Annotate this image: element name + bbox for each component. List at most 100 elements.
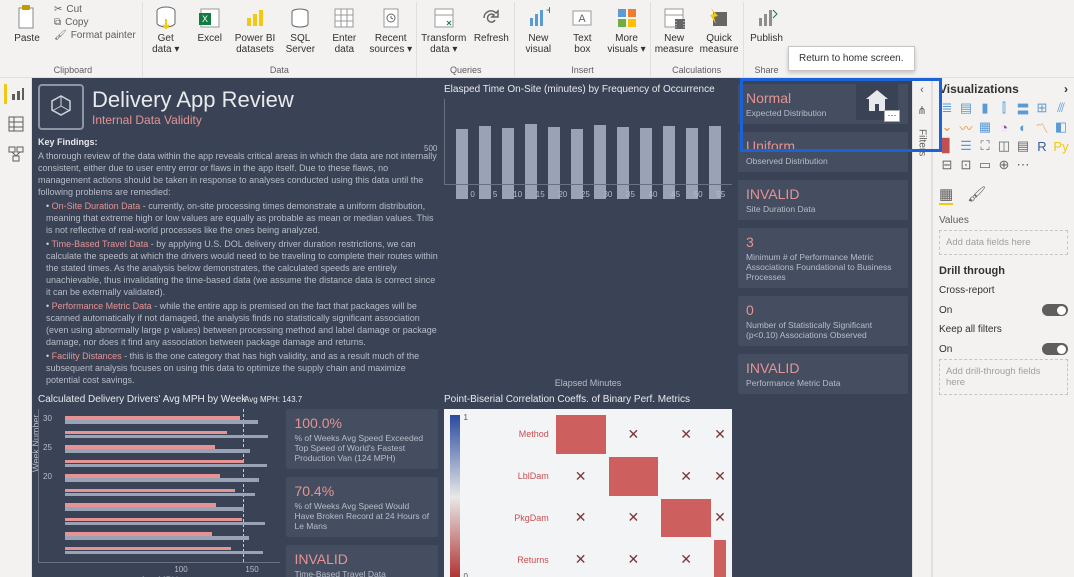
- bar: [548, 127, 560, 199]
- format-tab[interactable]: 🖌: [967, 185, 986, 205]
- data-view-tab[interactable]: [6, 114, 26, 134]
- transform-data-button[interactable]: Transform data ▾: [419, 2, 468, 60]
- keep-filters-toggle[interactable]: [1042, 343, 1068, 355]
- viz-type-icon[interactable]: ≣: [939, 100, 955, 116]
- kpi-card[interactable]: INVALIDSite Duration Data: [738, 180, 908, 220]
- enter-data-button[interactable]: Enter data: [323, 2, 365, 60]
- sql-button[interactable]: SQL Server: [279, 2, 321, 60]
- elapsed-time-chart[interactable]: Elasped Time On-Site (minutes) by Freque…: [444, 84, 732, 388]
- matrix-cell: ✕: [661, 415, 711, 454]
- copy-button[interactable]: ⧉Copy: [54, 17, 136, 28]
- viz-type-icon[interactable]: Py: [1053, 138, 1069, 154]
- expand-filters-icon[interactable]: ‹: [920, 84, 924, 96]
- publish-button[interactable]: Publish: [746, 2, 788, 60]
- model-view-tab[interactable]: [6, 144, 26, 164]
- viz-type-icon[interactable]: ⊡: [958, 157, 974, 173]
- kpi-card[interactable]: INVALIDTime-Based Travel Data: [286, 545, 438, 577]
- values-well[interactable]: Add data fields here: [939, 230, 1068, 255]
- viz-type-icon[interactable]: ▊: [939, 138, 955, 154]
- viz-type-icon[interactable]: ◫: [996, 138, 1012, 154]
- hbar-row: [65, 518, 280, 526]
- matrix-cell: ✕: [556, 457, 606, 496]
- new-measure-button[interactable]: ⋮⋮New measure: [653, 2, 696, 60]
- viz-type-icon[interactable]: R: [1034, 138, 1050, 154]
- measure-icon: ⋮⋮: [660, 4, 688, 32]
- new-visual-button[interactable]: +New visual: [517, 2, 559, 60]
- viz-type-icon[interactable]: 〽: [1034, 119, 1050, 135]
- hbar-row: 25: [65, 445, 280, 453]
- bar: [686, 128, 698, 199]
- collapse-viz-icon[interactable]: ›: [1064, 82, 1068, 96]
- filters-icon[interactable]: ⋔: [917, 104, 926, 117]
- kpi-card[interactable]: 70.4%% of Weeks Avg Speed Would Have Bro…: [286, 477, 438, 537]
- fields-tab[interactable]: ▦: [939, 185, 953, 205]
- viz-type-icon[interactable]: ◧: [1053, 119, 1069, 135]
- view-tabs: [0, 78, 32, 577]
- hbar-row: [65, 431, 280, 439]
- viz-type-icon[interactable]: ⫻: [1053, 100, 1069, 116]
- viz-type-icon[interactable]: ⊕: [996, 157, 1012, 173]
- viz-type-icon[interactable]: ◐: [1015, 119, 1031, 135]
- cut-button[interactable]: ✂Cut: [54, 4, 136, 15]
- viz-title: Visualizations: [939, 82, 1019, 96]
- matrix-cell: ✕: [714, 457, 726, 496]
- bar: [640, 128, 652, 199]
- svg-text:⋮⋮: ⋮⋮: [672, 20, 686, 29]
- pbi-datasets-button[interactable]: Power BI datasets: [233, 2, 278, 60]
- brush-icon: 🖌: [54, 30, 67, 41]
- viz-type-icon[interactable]: ☰: [958, 138, 974, 154]
- textbox-icon: A: [568, 4, 596, 32]
- more-visuals-button[interactable]: More visuals ▾: [605, 2, 647, 60]
- finding-bullet: • Facility Distances - this is the one c…: [46, 350, 438, 386]
- viz-type-icon[interactable]: 〓: [1015, 100, 1031, 116]
- get-data-button[interactable]: Get data ▾: [145, 2, 187, 60]
- kpi-card[interactable]: 100.0%% of Weeks Avg Speed Exceeded Top …: [286, 409, 438, 469]
- viz-gallery: ≣▤▮⫿〓⊞⫻⌄〰▦◔◐〽◧▊☰⛶◫▤RPy⊟⊡▭⊕⋯: [939, 100, 1068, 173]
- viz-type-icon[interactable]: ⌄: [939, 119, 955, 135]
- kpi-card[interactable]: UniformObserved Distribution: [738, 132, 908, 172]
- viz-type-icon[interactable]: ▤: [958, 100, 974, 116]
- hbar-row: [65, 532, 280, 540]
- viz-type-icon[interactable]: ⊟: [939, 157, 955, 173]
- finding-bullet: • Time-Based Travel Data - by applying U…: [46, 238, 438, 298]
- ribbon-group-insert: +New visual AText box More visuals ▾ Ins…: [515, 2, 650, 77]
- report-canvas: Delivery App Review Internal Data Validi…: [32, 78, 912, 577]
- matrix-cell: ✕: [661, 457, 711, 496]
- publish-icon: [753, 4, 781, 32]
- viz-type-icon[interactable]: ⛶: [977, 138, 993, 154]
- pbi-icon: [241, 4, 269, 32]
- viz-type-icon[interactable]: ▭: [977, 157, 993, 173]
- matrix-cell: ✕: [609, 540, 659, 577]
- drillthrough-well[interactable]: Add drill-through fields here: [939, 359, 1068, 395]
- viz-type-icon[interactable]: ⋯: [1015, 157, 1031, 173]
- text-box-button[interactable]: AText box: [561, 2, 603, 60]
- finding-bullet: • Performance Metric Data - while the en…: [46, 300, 438, 348]
- quick-icon: [705, 4, 733, 32]
- viz-type-icon[interactable]: ▮: [977, 100, 993, 116]
- home-button[interactable]: [856, 82, 898, 120]
- quick-measure-button[interactable]: Quick measure: [698, 2, 741, 60]
- mph-chart[interactable]: Calculated Delivery Drivers' Avg MPH by …: [38, 394, 438, 577]
- group-label-insert: Insert: [571, 65, 594, 77]
- format-painter-button[interactable]: 🖌Format painter: [54, 30, 136, 41]
- paste-button[interactable]: Paste: [6, 2, 48, 60]
- viz-type-icon[interactable]: ⫿: [996, 100, 1012, 116]
- report-view-tab[interactable]: [4, 84, 24, 104]
- matrix-cell: ✕: [609, 415, 659, 454]
- viz-type-icon[interactable]: ◔: [996, 119, 1012, 135]
- recent-sources-button[interactable]: Recent sources ▾: [367, 2, 414, 60]
- refresh-button[interactable]: Refresh: [470, 2, 512, 60]
- excel-button[interactable]: XExcel: [189, 2, 231, 60]
- kpi-card[interactable]: 3Minimum # of Performance Metric Associa…: [738, 228, 908, 288]
- viz-type-icon[interactable]: 〰: [958, 119, 974, 135]
- cross-report-toggle[interactable]: [1042, 304, 1068, 316]
- bar: [571, 129, 583, 199]
- viz-type-icon[interactable]: ⊞: [1034, 100, 1050, 116]
- kpi-card[interactable]: INVALIDPerformance Metric Data: [738, 354, 908, 394]
- hbar-row: [65, 503, 280, 511]
- viz-type-icon[interactable]: ▦: [977, 119, 993, 135]
- recent-icon: [377, 4, 405, 32]
- viz-type-icon[interactable]: ▤: [1015, 138, 1031, 154]
- kpi-card[interactable]: 0Number of Statistically Significant (p<…: [738, 296, 908, 346]
- correlation-matrix[interactable]: Point-Biserial Correlation Coeffs. of Bi…: [444, 394, 732, 577]
